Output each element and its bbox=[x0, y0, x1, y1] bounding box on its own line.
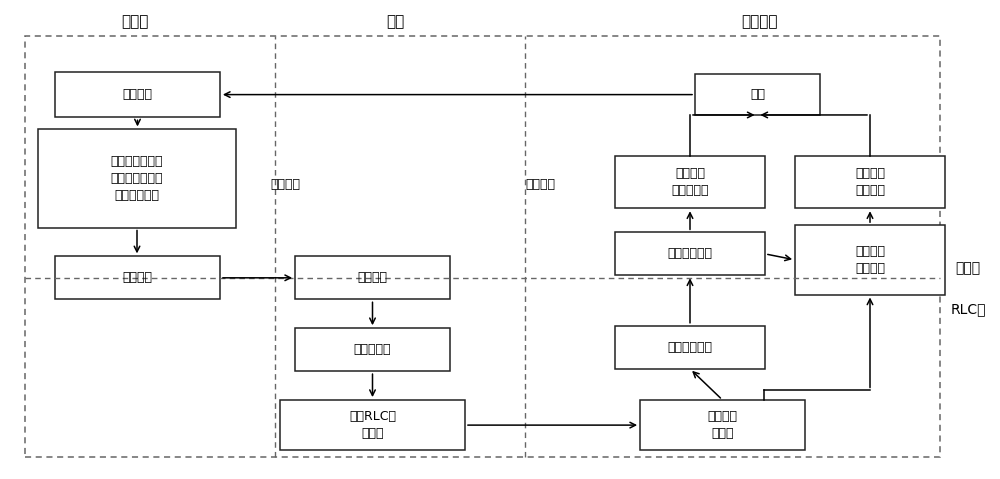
Bar bbox=[615, 232, 765, 275]
Text: 用户终端: 用户终端 bbox=[742, 14, 778, 29]
Text: 传输层: 传输层 bbox=[955, 261, 981, 275]
Bar bbox=[795, 156, 945, 208]
Text: 发送数据: 发送数据 bbox=[122, 271, 152, 285]
Bar bbox=[695, 74, 820, 115]
Text: 基站: 基站 bbox=[386, 14, 404, 29]
Text: 接收数据: 接收数据 bbox=[358, 271, 388, 285]
Text: 发送RLC层
数据包: 发送RLC层 数据包 bbox=[349, 410, 396, 440]
Text: 空中接口: 空中接口 bbox=[525, 178, 555, 191]
Text: 信道质量估计: 信道质量估计 bbox=[668, 341, 712, 354]
Text: 接收数据
并重组: 接收数据 并重组 bbox=[708, 410, 738, 440]
Bar bbox=[55, 72, 220, 117]
Bar bbox=[55, 256, 220, 299]
Text: 计算平均
拥塞丢包率: 计算平均 拥塞丢包率 bbox=[671, 167, 709, 197]
Text: 根据平均丢包率
和时延变化趋势
调整发送速率: 根据平均丢包率 和时延变化趋势 调整发送速率 bbox=[111, 155, 163, 202]
Text: 服务器: 服务器 bbox=[121, 14, 149, 29]
Bar bbox=[25, 36, 940, 457]
Text: 数据包分段: 数据包分段 bbox=[354, 343, 391, 356]
Bar bbox=[640, 400, 805, 450]
Text: 丢包类型区分: 丢包类型区分 bbox=[668, 247, 712, 261]
Text: 分析时延
变化趋势: 分析时延 变化趋势 bbox=[855, 167, 885, 197]
Bar bbox=[615, 156, 765, 208]
Text: 接收反馈: 接收反馈 bbox=[122, 88, 152, 101]
Text: 消除时延
测量误差: 消除时延 测量误差 bbox=[855, 245, 885, 275]
Bar bbox=[280, 400, 465, 450]
Bar bbox=[795, 225, 945, 295]
Text: 反馈: 反馈 bbox=[750, 88, 765, 101]
Bar bbox=[295, 328, 450, 371]
Bar bbox=[615, 326, 765, 369]
Text: RLC层: RLC层 bbox=[950, 302, 986, 316]
Text: 有线网络: 有线网络 bbox=[270, 178, 300, 191]
Bar bbox=[295, 256, 450, 299]
Bar bbox=[38, 129, 236, 228]
